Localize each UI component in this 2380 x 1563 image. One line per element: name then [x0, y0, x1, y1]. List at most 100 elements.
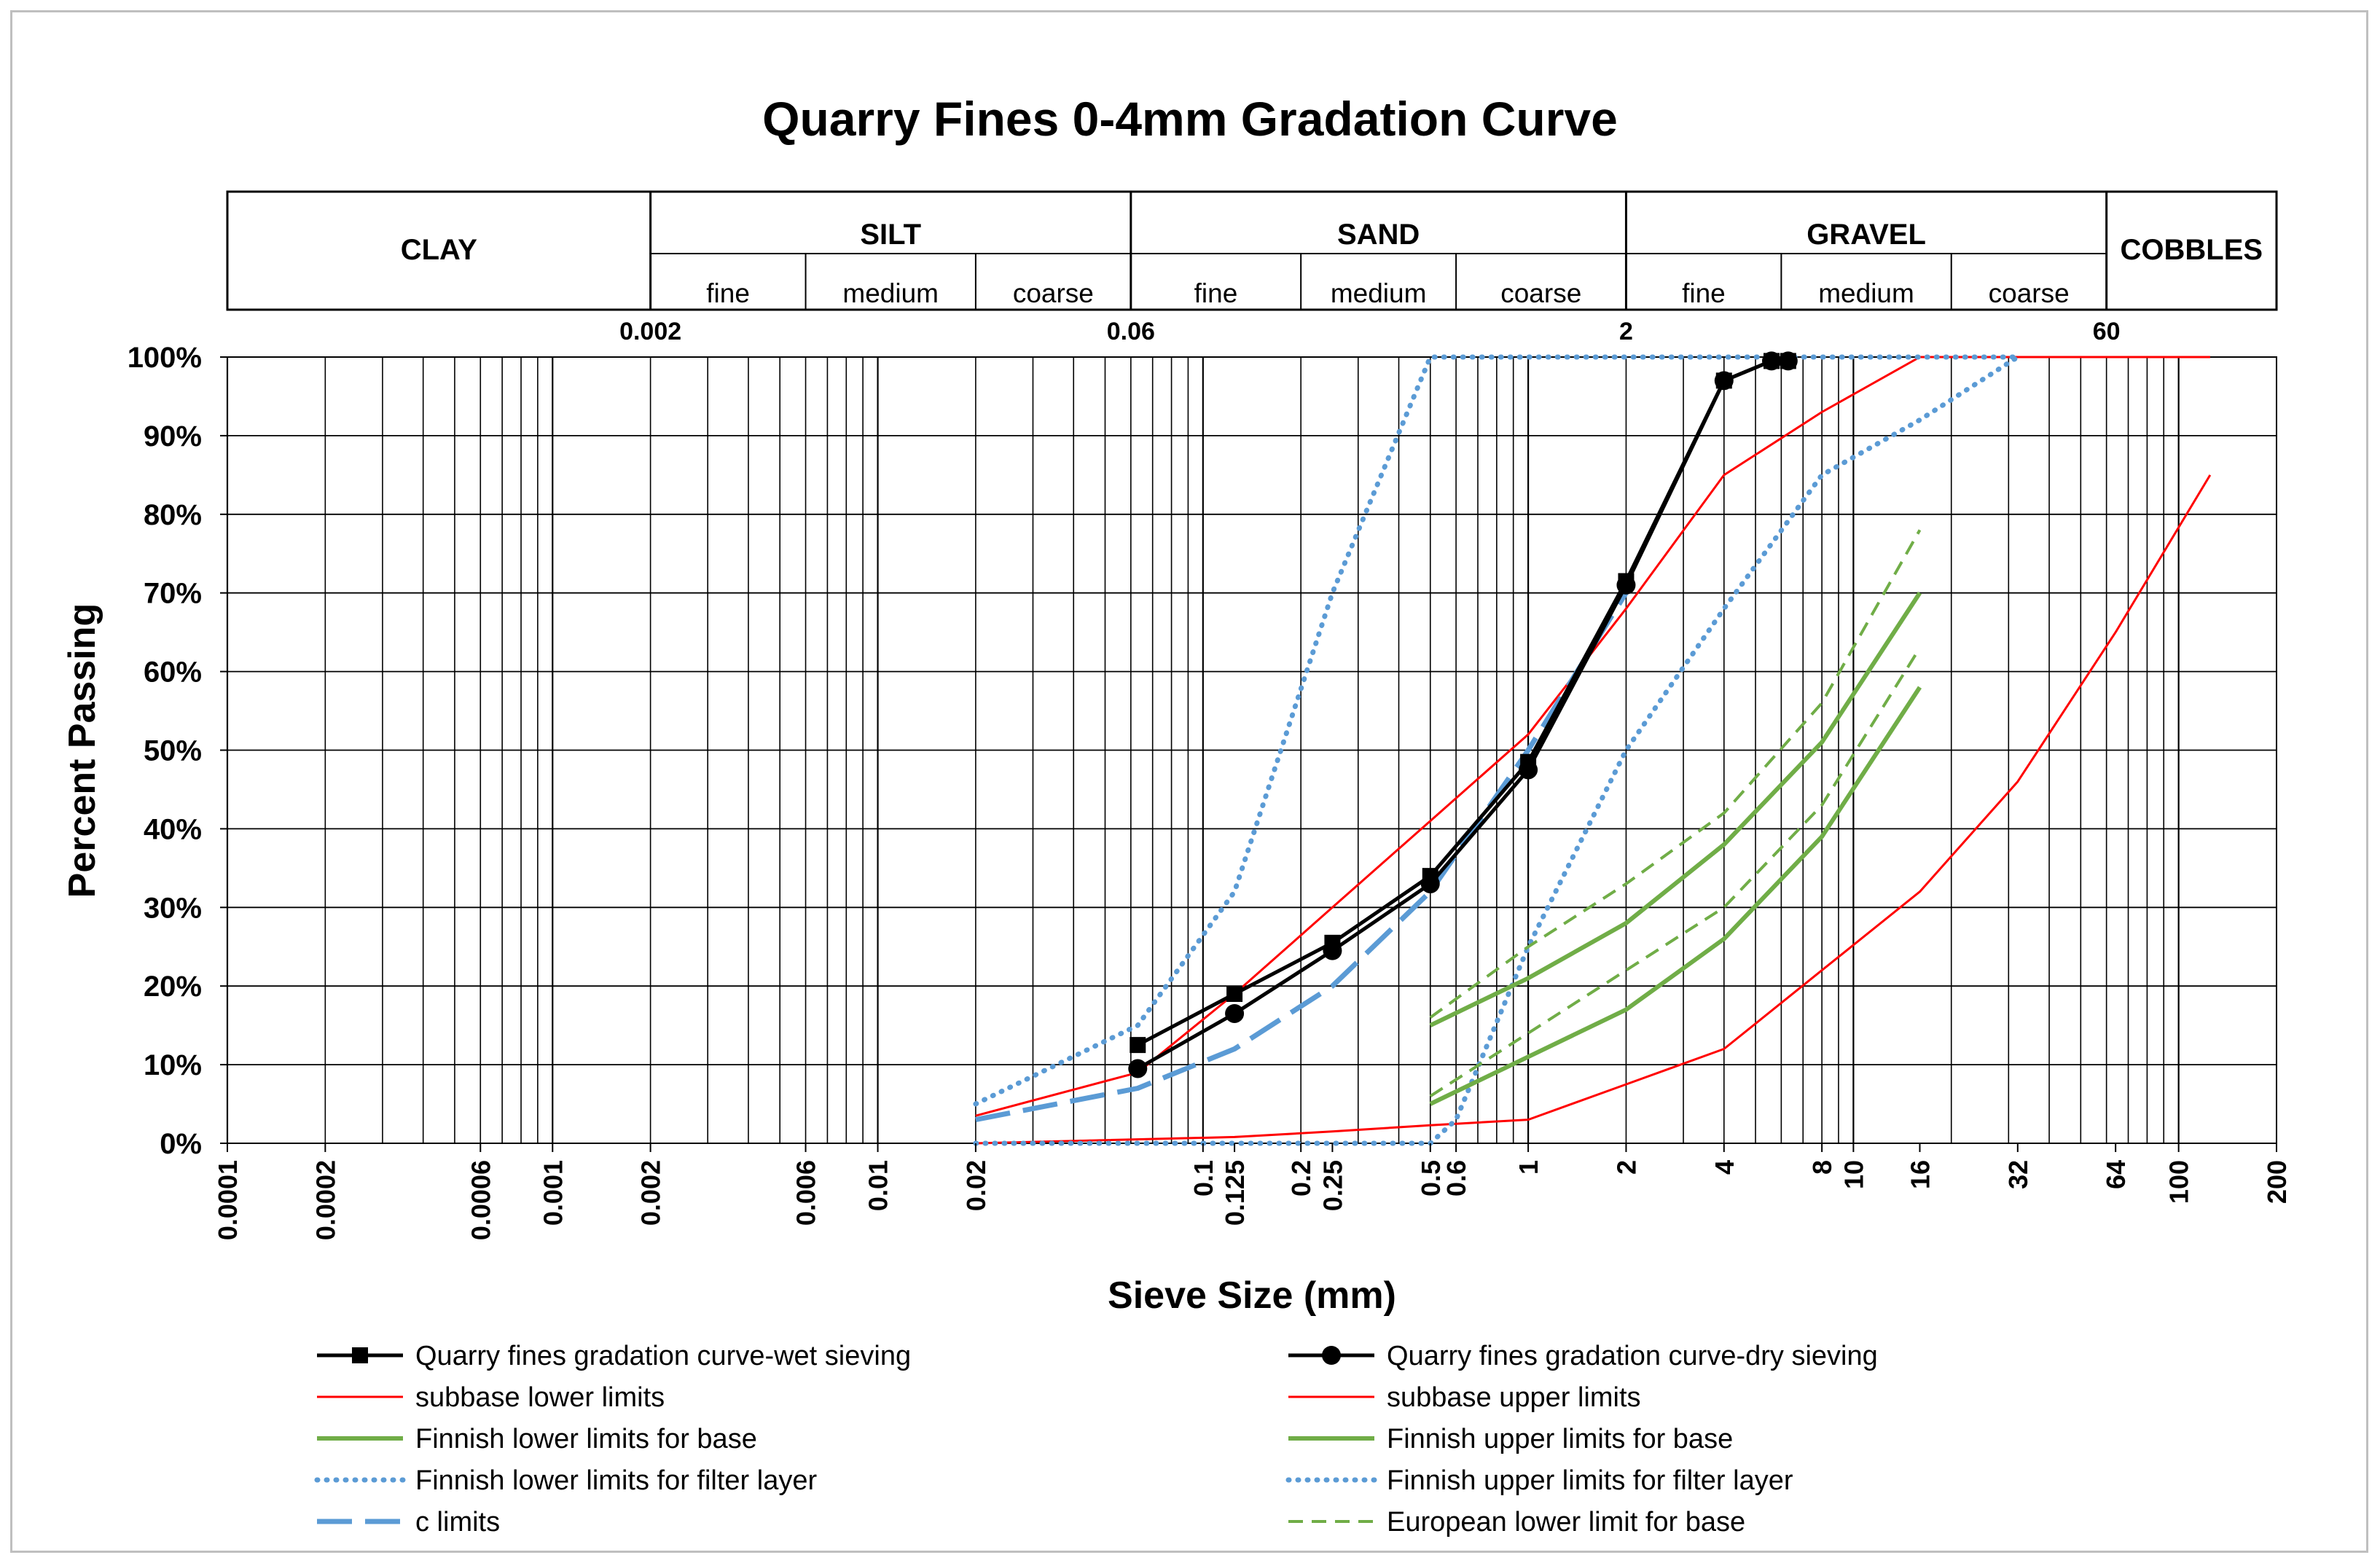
series-line-5: [1429, 592, 1922, 1027]
soil-group-label: SILT: [860, 219, 921, 251]
figure-frame: [10, 10, 2368, 1553]
y-axis-label: Percent Passing: [61, 603, 103, 898]
data-point-circle: [1420, 874, 1440, 893]
data-point-circle: [1519, 760, 1538, 780]
boundary-label: 2: [1619, 318, 1633, 345]
y-tick-label: 50%: [144, 735, 202, 767]
soil-subdivision-label: coarse: [1989, 278, 2070, 308]
x-tick-label: 0.2: [1286, 1160, 1316, 1196]
legend-label: Finnish upper limits for filter layer: [1387, 1465, 1793, 1496]
legend-label: c limits: [415, 1507, 500, 1537]
soil-subdivision-label: medium: [1331, 278, 1427, 308]
y-tick-label: 30%: [144, 892, 202, 924]
y-axis-ticks: 0% 10% 20% 30% 40% 50% 60% 70% 80% 90% 100%: [128, 342, 227, 1160]
x-tick-label: 32: [2003, 1160, 2033, 1189]
x-tick-label: 0.02: [961, 1160, 991, 1211]
data-point-square: [1130, 1037, 1146, 1054]
legend-marker: [1322, 1346, 1341, 1365]
legend-label: Quarry fines gradation curve-wet sieving: [415, 1341, 911, 1371]
y-gridlines: [227, 356, 2277, 1144]
series-line-2: [975, 474, 2212, 1145]
x-tick-label: 4: [1710, 1160, 1739, 1175]
soil-subdivision-label: fine: [1194, 278, 1238, 308]
soil-group-label: GRAVEL: [1806, 219, 1926, 251]
soil-subdivision-label: fine: [1682, 278, 1726, 308]
x-tick-label: 0.001: [538, 1160, 568, 1226]
x-axis-label: Sieve Size (mm): [1108, 1274, 1396, 1317]
series-line-6: [973, 354, 2021, 1146]
soil-group-label: SAND: [1337, 219, 1420, 251]
x-tick-label: 2: [1611, 1160, 1641, 1175]
data-point-circle: [1128, 1059, 1148, 1078]
soil-subdivision-label: medium: [1818, 278, 1914, 308]
data-point-circle: [1225, 1003, 1245, 1023]
series-layer: [973, 351, 2212, 1146]
data-point-circle: [1714, 371, 1734, 391]
x-tick-label: 16: [1905, 1160, 1935, 1189]
soil-subdivision-label: medium: [842, 278, 939, 308]
legend-label: Finnish upper limits for base: [1387, 1424, 1733, 1454]
data-point-circle: [1323, 941, 1342, 960]
legend-label: European lower limit for base: [1387, 1507, 1745, 1537]
boundary-labels: 0.002 0.06 2 60: [619, 318, 2120, 345]
soil-group-label: CLAY: [401, 234, 478, 266]
legend-label: Finnish lower limits for filter layer: [415, 1465, 817, 1496]
boundary-label: 0.002: [619, 318, 681, 345]
legend-label: subbase lower limits: [415, 1382, 665, 1413]
y-tick-label: 100%: [128, 342, 202, 374]
chart-title: Quarry Fines 0-4mm Gradation Curve: [762, 92, 1618, 146]
legend: Quarry fines gradation curve-wet sieving…: [314, 1341, 1878, 1537]
plot-area: [226, 351, 2277, 1146]
x-tick-label: 0.5: [1416, 1160, 1446, 1196]
x-tick-label: 0.125: [1220, 1160, 1250, 1226]
series-line-3: [975, 356, 2210, 1117]
x-tick-label: 0.0006: [466, 1160, 496, 1240]
series-line-8: [975, 591, 1629, 1123]
y-tick-label: 20%: [144, 971, 202, 1003]
series-line-4: [1429, 686, 1922, 1106]
y-tick-label: 0%: [160, 1128, 202, 1160]
soil-classification-table: CLAY SILT fine medium coarse SAND fine medium co…: [226, 190, 2278, 311]
x-tick-label: 0.6: [1441, 1160, 1471, 1196]
x-tick-label: 100: [2164, 1160, 2194, 1204]
x-tick-label: 0.1: [1189, 1160, 1218, 1196]
y-tick-label: 40%: [144, 813, 202, 845]
y-tick-label: 10%: [144, 1049, 202, 1081]
x-tick-label: 8: [1807, 1160, 1837, 1175]
x-tick-label: 200: [2262, 1160, 2292, 1204]
series-line-0: [1137, 359, 1788, 1047]
legend-marker: [352, 1347, 368, 1363]
soil-subdivision-label: coarse: [1013, 278, 1094, 308]
x-tick-label: 0.01: [864, 1160, 893, 1211]
soil-group-label: COBBLES: [2121, 234, 2263, 266]
series-line-7: [973, 354, 2021, 1107]
x-tick-label: 0.0002: [310, 1160, 340, 1240]
data-point-circle: [1778, 351, 1798, 371]
data-point-square: [1226, 985, 1243, 1002]
boundary-label: 0.06: [1107, 318, 1155, 345]
data-point-circle: [1616, 575, 1636, 595]
x-axis-ticks: 0.0001 0.0002 0.0006 0.001 0.002 0.006 0.01 0.0…: [213, 1143, 2292, 1240]
legend-label: subbase upper limits: [1387, 1382, 1641, 1413]
y-tick-label: 70%: [144, 578, 202, 610]
series-line-9: [1429, 647, 1922, 1097]
x-tick-label: 0.006: [791, 1160, 821, 1226]
soil-subdivision-label: coarse: [1500, 278, 1581, 308]
legend-label: Quarry fines gradation curve-dry sieving: [1387, 1341, 1878, 1371]
table-border: [226, 190, 2278, 311]
x-tick-label: 0.0001: [213, 1160, 243, 1240]
series-line-10: [1429, 529, 1922, 1019]
data-point-circle: [1762, 351, 1782, 371]
soil-subdivision-label: fine: [706, 278, 750, 308]
x-tick-label: 64: [2101, 1160, 2131, 1189]
boundary-label: 60: [2093, 318, 2121, 345]
y-tick-label: 80%: [144, 499, 202, 531]
x-tick-label: 0.25: [1318, 1160, 1347, 1211]
y-tick-label: 90%: [144, 420, 202, 453]
y-tick-label: 60%: [144, 657, 202, 689]
legend-label: Finnish lower limits for base: [415, 1424, 757, 1454]
x-tick-label: 10: [1839, 1160, 1868, 1189]
x-tick-label: 0.002: [636, 1160, 666, 1226]
x-tick-label: 1: [1514, 1160, 1543, 1175]
